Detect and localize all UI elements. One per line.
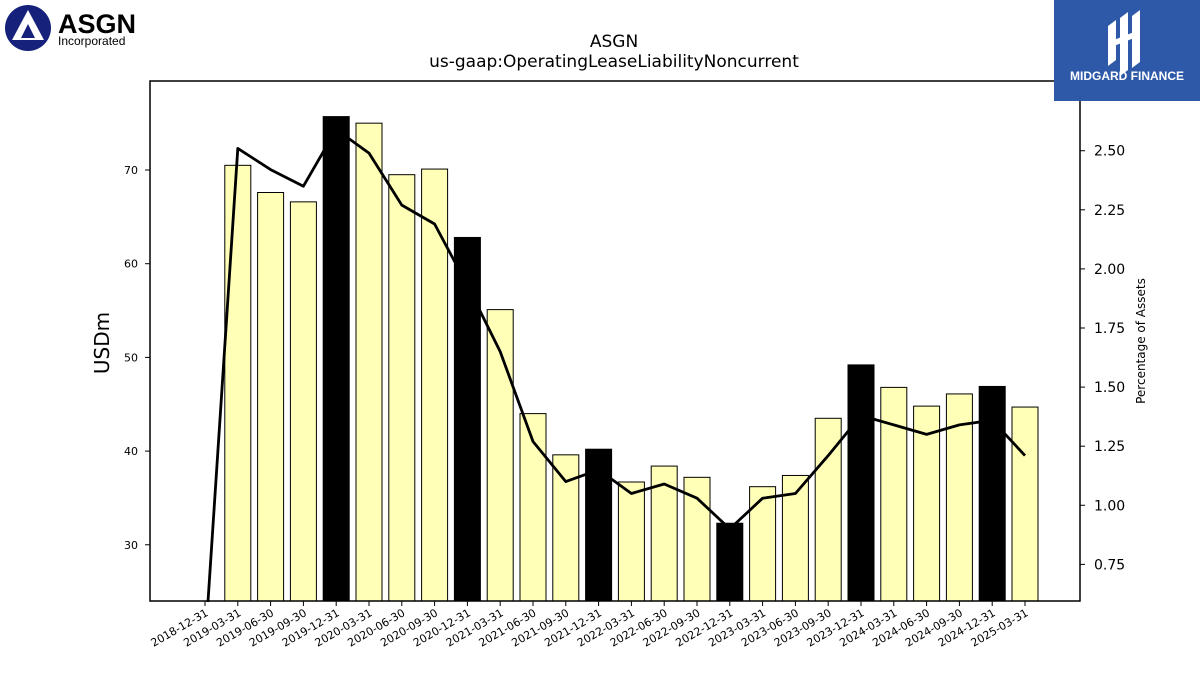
y2-tick-label: 1.00 [1094, 498, 1125, 514]
y-axis-label: USDm [90, 312, 114, 374]
y2-tick-label: 0.75 [1094, 557, 1125, 573]
bar-2024-03-31 [880, 386, 908, 602]
y2-tick-label: 1.25 [1094, 439, 1125, 455]
y-tick-label: 30 [124, 539, 138, 552]
y2-tick-label: 1.50 [1094, 380, 1125, 396]
axes: 30 40 50 60 70 0.75 1.00 1.25 1.50 1.75 2.00 2.25 2.… [0, 80, 1200, 675]
line-series [203, 128, 1027, 648]
bar-2019-03-31 [224, 164, 252, 602]
bar-2024-12-31 [978, 385, 1006, 602]
bar-2023-09-30 [814, 417, 842, 602]
bar-2019-06-30 [257, 191, 285, 602]
bar-2019-12-31 [322, 116, 350, 602]
bar-2020-06-30 [388, 174, 416, 602]
percentage-of-assets-line [203, 128, 1027, 648]
y2-tick-label: 1.75 [1094, 321, 1125, 337]
chart-subtitle: us-gaap:OperatingLeaseLiabilityNoncurren… [429, 52, 799, 72]
bar-2023-12-31 [847, 364, 875, 602]
asgn-logo-subtitle: Incorporated [58, 34, 125, 48]
bar-2021-03-31 [486, 309, 514, 602]
bar-2020-12-31 [453, 236, 481, 602]
asgn-logo-text: ASGN [58, 9, 136, 39]
bar-series [224, 116, 1039, 602]
y2-tick-label: 2.50 [1094, 144, 1125, 160]
y-tick-label: 50 [124, 351, 138, 364]
midgard-logo-text: MIDGARD FINANCE [1070, 69, 1184, 83]
y2-axis-label: Percentage of Assets [1134, 278, 1148, 404]
y2-tick-label: 2.25 [1094, 203, 1125, 219]
y-tick-label: 40 [124, 445, 138, 458]
bar-2022-12-31 [716, 522, 744, 602]
bar-2022-03-31 [617, 481, 645, 602]
bar-2020-09-30 [421, 168, 449, 602]
bar-2025-03-31 [1011, 406, 1039, 602]
bar-2020-03-31 [355, 122, 383, 602]
y2-tick-label: 2.00 [1094, 262, 1125, 278]
plot-frame [149, 80, 1081, 602]
bar-2019-09-30 [289, 201, 317, 602]
chart-title: ASGN [589, 32, 639, 52]
bar-2021-09-30 [552, 454, 580, 602]
lower-mask [0, 602, 1200, 675]
bar-2022-09-30 [683, 476, 711, 602]
midgard-finance-logo: MIDGARD FINANCE [1054, 0, 1200, 101]
bar-2023-03-31 [749, 486, 777, 602]
asgn-logo: ASGN Incorporated [4, 4, 164, 54]
y-tick-label: 60 [124, 258, 138, 271]
bar-2021-06-30 [519, 413, 547, 602]
y-tick-label: 70 [124, 164, 138, 177]
